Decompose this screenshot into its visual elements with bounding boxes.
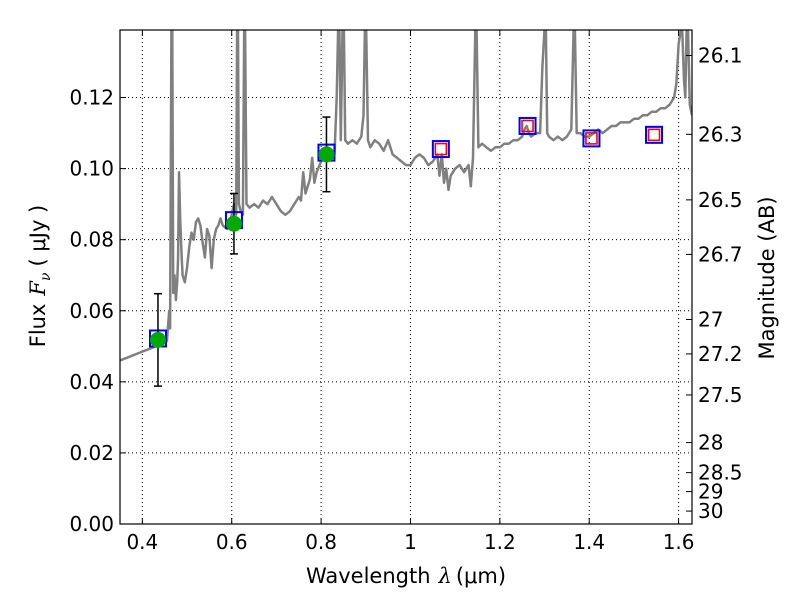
observed-photometry-point: [149, 331, 166, 348]
y2-tick-label: 27.5: [698, 383, 743, 407]
y-tick-label: 0.02: [69, 441, 114, 465]
y2-axis-title: Magnitude (AB): [755, 196, 779, 359]
upper-limit-point: [434, 142, 448, 156]
y2-tick-label: 26.3: [698, 122, 743, 146]
upper-limit-point: [585, 132, 598, 145]
model-photometry-point: [582, 129, 601, 148]
y2-tick-label: 29: [698, 480, 723, 504]
model-photometry-point: [518, 116, 537, 135]
y2-tick-label: 26.7: [698, 242, 743, 266]
model-photometry-point: [431, 140, 450, 159]
x-tick-label: 0.8: [305, 530, 337, 554]
tick-labels: 0.4 0.6 0.8 1 1.2 1.4 1.6 0.00 0.02 0.04 0.06 0.08 0…: [69, 43, 742, 554]
x-tick-label: 1.2: [484, 530, 516, 554]
plot-area: [120, 30, 692, 387]
x-axis-title: Wavelength λ (μm): [306, 564, 506, 588]
observed-photometry-point: [225, 215, 242, 232]
plot-frame: [119, 29, 693, 525]
y-tick-label: 0.06: [69, 299, 114, 323]
y-axis-title: FluxFν( μJy ): [26, 205, 54, 347]
upper-limit-point: [521, 119, 534, 133]
y2-tick-label: 26.5: [698, 188, 743, 212]
x-tick-label: 1.6: [663, 530, 695, 554]
y-tick-label: 0.08: [69, 228, 114, 252]
y2-tick-label: 28.5: [698, 461, 743, 485]
x-tick-label: 1: [404, 530, 417, 554]
y2-tick-label: 27.2: [698, 342, 743, 366]
y2-tick-label: 27: [698, 307, 723, 331]
model-photometry-point: [645, 125, 664, 144]
x-tick-label: 0.6: [216, 530, 248, 554]
y2-tick-label: 28: [698, 431, 723, 455]
y-tick-label: 0.10: [69, 157, 114, 181]
x-tick-label: 1.4: [573, 530, 605, 554]
y2-tick-label: 26.1: [698, 43, 743, 67]
x-tick-label: 0.4: [126, 530, 158, 554]
y-tick-label: 0.04: [69, 370, 114, 394]
y-tick-label: 0.12: [69, 86, 114, 110]
upper-limit-point: [647, 128, 661, 142]
spectrum-line: [120, 30, 692, 362]
observed-photometry-point: [318, 146, 335, 163]
y-tick-label: 0.00: [69, 512, 114, 536]
y2-tick-label: 30: [698, 499, 723, 523]
axes: [119, 29, 693, 525]
